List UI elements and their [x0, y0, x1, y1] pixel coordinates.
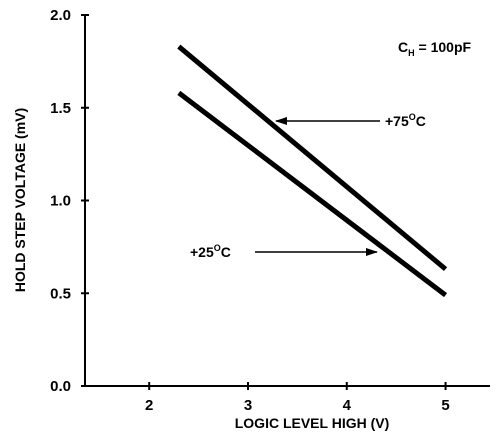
label-25-main: +25: [190, 244, 214, 260]
x-tick-label: 3: [244, 397, 252, 414]
y-tick-label: 1.0: [50, 193, 71, 210]
series-label-75: +75OC: [385, 112, 426, 129]
label-25-superscript: O: [214, 243, 221, 253]
capacitance-annotation: CH = 100pF: [398, 39, 471, 58]
series-line-75c: [177, 44, 448, 272]
x-axis-title: LOGIC LEVEL HIGH (V): [235, 415, 390, 431]
label-75-rest: C: [416, 113, 426, 129]
y-tick-label: 0.0: [50, 378, 71, 395]
y-axis-title: HOLD STEP VOLTAGE (mV): [12, 108, 28, 292]
y-tick-label: 2.0: [50, 7, 71, 24]
y-tick-label: 0.5: [50, 285, 71, 302]
x-tick-label: 4: [343, 397, 352, 414]
series-line-25c: [177, 90, 448, 298]
series-label-25: +25OC: [190, 243, 231, 260]
x-tick-label: 5: [441, 397, 449, 414]
capacitance-subscript: H: [408, 48, 415, 58]
capacitance-rest: = 100pF: [415, 39, 472, 55]
label-25-rest: C: [221, 244, 231, 260]
x-tick-label: 2: [145, 397, 153, 414]
label-75-superscript: O: [409, 112, 416, 122]
capacitance-main: C: [398, 39, 408, 55]
axis-ticks: [81, 14, 447, 390]
axis-tick-labels: 0.0 0.5 1.0 1.5 2.0 2 3 4 5: [50, 7, 450, 414]
series-lines: [177, 44, 448, 298]
label-75-main: +75: [385, 113, 409, 129]
y-tick-label: 1.5: [50, 100, 71, 117]
